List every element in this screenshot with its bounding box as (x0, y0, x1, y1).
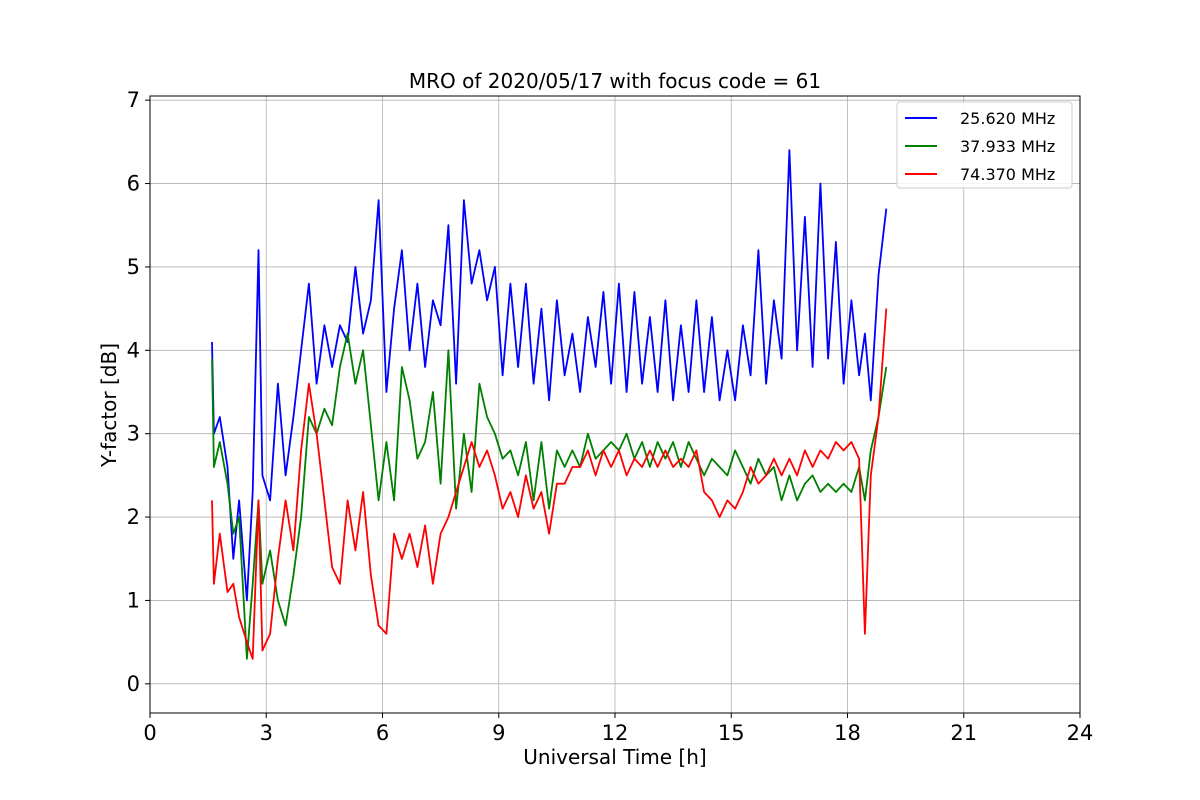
y-tick-label: 2 (127, 505, 140, 529)
y-tick-label: 7 (127, 88, 140, 112)
y-tick-label: 0 (127, 672, 140, 696)
legend-label-74mhz: 74.370 MHz (960, 165, 1055, 184)
legend: 25.620 MHz 37.933 MHz 74.370 MHz (896, 101, 1073, 189)
series-group (211, 149, 888, 660)
legend-label-25mhz: 25.620 MHz (960, 109, 1055, 128)
legend-label-37mhz: 37.933 MHz (960, 137, 1055, 156)
y-tick-label: 1 (127, 588, 140, 612)
chart-title: MRO of 2020/05/17 with focus code = 61 (409, 69, 821, 93)
x-tick-label: 18 (834, 721, 861, 745)
y-tick-label: 3 (127, 422, 140, 446)
x-tick-label: 21 (950, 721, 977, 745)
x-tick-label: 9 (492, 721, 505, 745)
x-tick-label: 24 (1067, 721, 1094, 745)
x-axis-label: Universal Time [h] (523, 745, 706, 769)
x-tick-label: 0 (143, 721, 156, 745)
legend-box (896, 101, 1073, 189)
x-tick-label: 12 (602, 721, 629, 745)
series-line-2 (211, 308, 888, 660)
y-tick-label: 6 (127, 172, 140, 196)
y-tick-label: 4 (127, 338, 140, 362)
x-tick-label: 6 (376, 721, 389, 745)
y-tick-label: 5 (127, 255, 140, 279)
x-tick-label: 3 (260, 721, 273, 745)
x-tick-label: 15 (718, 721, 745, 745)
y-axis-label: Y-factor [dB] (97, 343, 121, 468)
series-line-0 (211, 149, 888, 602)
series-line-1 (211, 332, 888, 660)
